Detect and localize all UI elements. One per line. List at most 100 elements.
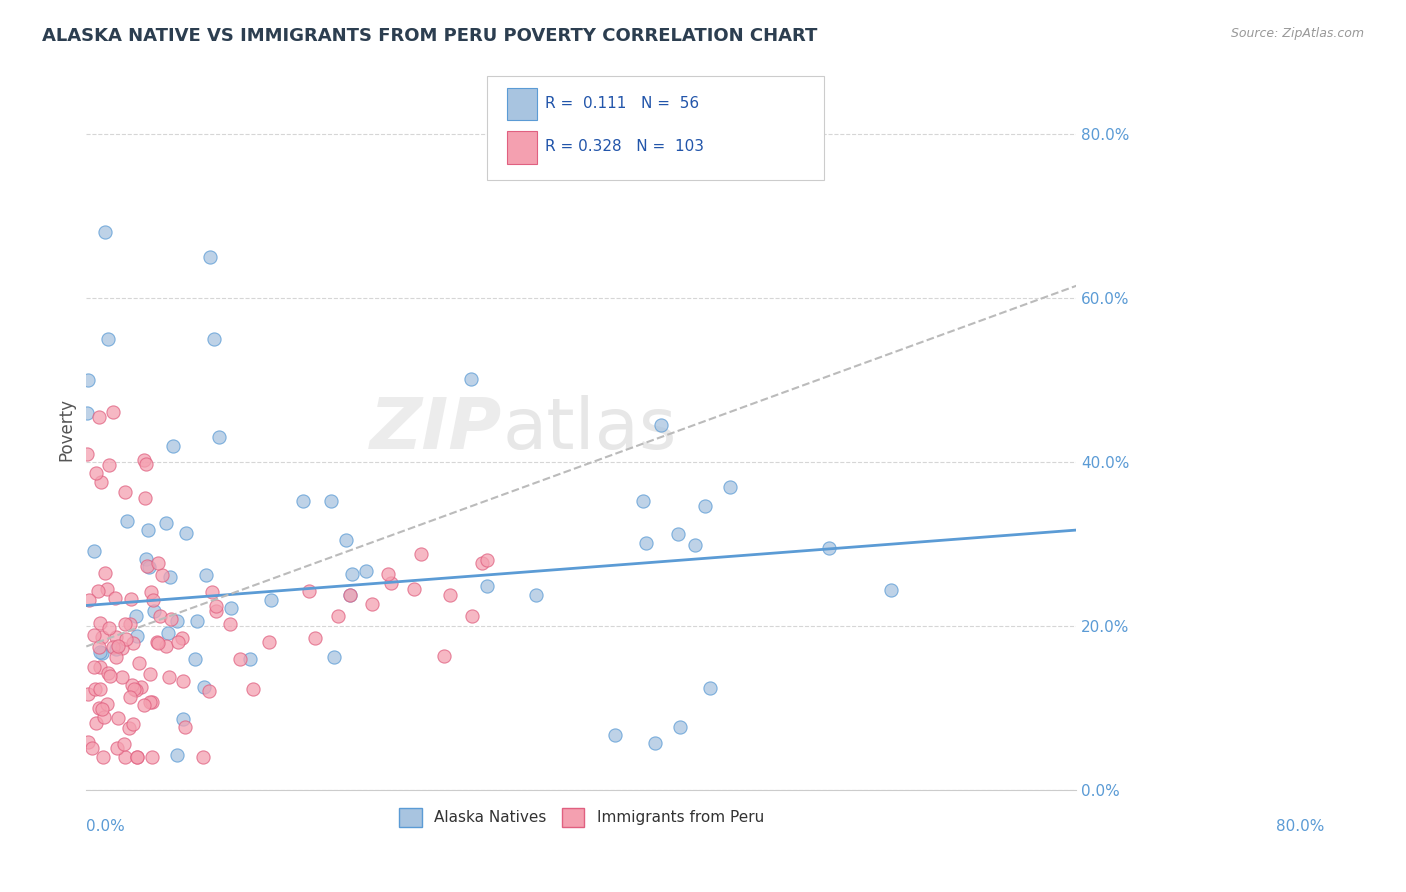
Point xyxy=(93,710,115,724)
Text: R = 0.328   N =  103: R = 0.328 N = 103 xyxy=(544,139,704,154)
Point xyxy=(93,566,115,580)
Point xyxy=(120,592,142,607)
Point xyxy=(89,640,111,654)
Point xyxy=(101,405,124,419)
Point xyxy=(186,614,208,628)
Point xyxy=(172,631,194,645)
FancyBboxPatch shape xyxy=(508,131,537,164)
Point xyxy=(97,666,120,681)
Point xyxy=(105,650,128,665)
Point xyxy=(159,612,181,626)
Point xyxy=(142,593,165,607)
Point xyxy=(699,681,721,695)
Point xyxy=(83,681,105,696)
Point xyxy=(166,748,188,763)
Point xyxy=(124,609,146,624)
Point xyxy=(335,533,357,547)
Point xyxy=(200,585,222,599)
Point xyxy=(377,567,399,582)
Point xyxy=(141,750,163,764)
Point xyxy=(105,641,128,656)
Point xyxy=(475,553,498,567)
Point xyxy=(193,680,215,694)
Point xyxy=(76,447,98,461)
Point xyxy=(668,527,690,541)
Point xyxy=(122,716,145,731)
Point xyxy=(127,750,149,764)
Point xyxy=(146,556,169,570)
Point xyxy=(84,715,107,730)
Point xyxy=(83,628,105,642)
Point xyxy=(83,659,105,673)
Point xyxy=(125,750,148,764)
Point xyxy=(471,556,494,570)
Point xyxy=(631,494,654,508)
Point xyxy=(198,684,221,698)
Point xyxy=(89,616,111,631)
Point xyxy=(650,417,672,432)
Point xyxy=(83,544,105,558)
Point xyxy=(138,560,160,574)
Point xyxy=(644,736,666,750)
Point xyxy=(149,609,172,624)
Point xyxy=(718,480,741,494)
Point xyxy=(150,568,173,582)
Point xyxy=(695,499,717,513)
Point xyxy=(97,332,120,346)
Point xyxy=(76,734,98,748)
Point xyxy=(221,601,243,615)
Point xyxy=(157,626,180,640)
Point xyxy=(90,475,112,489)
Point xyxy=(122,681,145,696)
Text: atlas: atlas xyxy=(502,395,676,464)
Point xyxy=(96,582,118,596)
Point xyxy=(172,674,194,689)
Point xyxy=(174,720,197,734)
Point xyxy=(132,698,155,712)
Point xyxy=(818,541,841,555)
Point xyxy=(97,458,120,472)
Point xyxy=(135,559,157,574)
Point xyxy=(605,727,627,741)
Point xyxy=(304,631,326,645)
Point xyxy=(184,652,207,666)
Point xyxy=(260,593,283,607)
Point xyxy=(176,526,198,541)
Point xyxy=(124,683,146,698)
Point xyxy=(139,695,162,709)
Point xyxy=(104,591,127,605)
Point xyxy=(89,660,111,674)
FancyBboxPatch shape xyxy=(508,88,537,120)
Point xyxy=(157,670,180,684)
Point xyxy=(166,614,188,628)
Point xyxy=(380,575,402,590)
Point xyxy=(195,568,218,582)
Point xyxy=(134,453,156,467)
Point xyxy=(138,523,160,537)
Point xyxy=(155,516,177,530)
Point xyxy=(98,621,121,635)
Point xyxy=(291,494,314,508)
Point xyxy=(159,570,181,584)
Point xyxy=(110,670,132,684)
Point xyxy=(354,565,377,579)
Point xyxy=(89,409,111,424)
Point xyxy=(91,750,114,764)
Point xyxy=(107,711,129,725)
Point xyxy=(87,700,110,714)
Text: R =  0.111   N =  56: R = 0.111 N = 56 xyxy=(544,95,699,111)
Point xyxy=(104,631,127,645)
Point xyxy=(128,656,150,670)
Point xyxy=(112,738,135,752)
Point xyxy=(146,636,169,650)
Point xyxy=(298,583,321,598)
Point xyxy=(340,566,363,581)
Point xyxy=(198,250,221,264)
Point xyxy=(242,681,264,696)
Point xyxy=(172,712,194,726)
Point xyxy=(107,639,129,653)
Point xyxy=(84,466,107,480)
Point xyxy=(111,641,134,656)
Point xyxy=(77,373,100,387)
Point xyxy=(80,741,103,756)
